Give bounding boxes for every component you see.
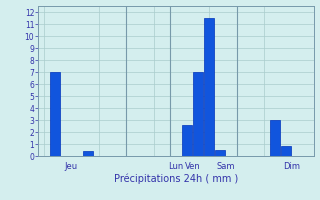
Text: Dim: Dim bbox=[283, 162, 300, 171]
Bar bbox=[50, 72, 60, 156]
Bar bbox=[182, 125, 192, 156]
Bar bbox=[281, 146, 291, 156]
Text: Précipitations 24h ( mm ): Précipitations 24h ( mm ) bbox=[114, 174, 238, 184]
Bar bbox=[215, 150, 225, 156]
Bar bbox=[270, 120, 280, 156]
Text: Ven: Ven bbox=[185, 162, 200, 171]
Bar bbox=[193, 72, 203, 156]
Bar bbox=[204, 18, 214, 156]
Text: Jeu: Jeu bbox=[65, 162, 78, 171]
Bar bbox=[83, 151, 92, 156]
Text: Lun: Lun bbox=[168, 162, 184, 171]
Text: Sam: Sam bbox=[216, 162, 235, 171]
